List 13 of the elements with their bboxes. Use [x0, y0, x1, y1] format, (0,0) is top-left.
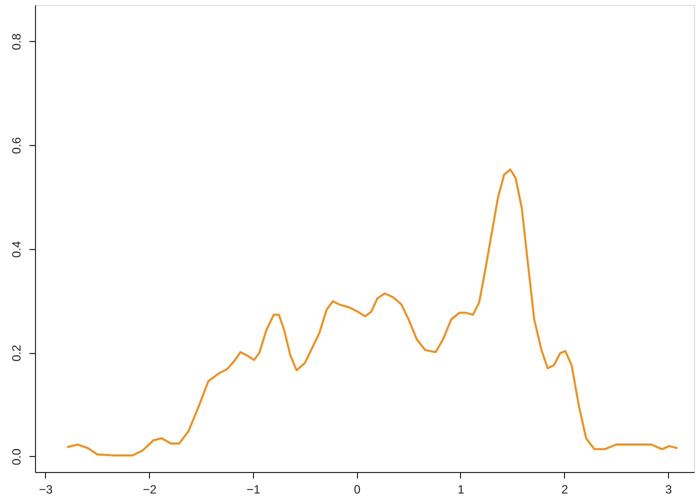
line-series	[66, 168, 678, 456]
x-tick-label: −1	[246, 482, 261, 496]
y-tick-label: 0.4	[10, 240, 24, 258]
x-tick-label: 0	[354, 482, 361, 496]
x-tick-label: −3	[39, 482, 54, 496]
y-tick-label: 0.6	[10, 136, 24, 154]
x-tick-label: 2	[561, 482, 568, 496]
x-tick-label: 1	[458, 482, 465, 496]
y-tick-label: 0.0	[10, 448, 24, 466]
y-tick-label: 0.2	[10, 344, 24, 362]
x-tick-label: −2	[142, 482, 157, 496]
y-tick-label: 0.8	[10, 33, 24, 50]
x-tick-label: 3	[665, 482, 672, 496]
